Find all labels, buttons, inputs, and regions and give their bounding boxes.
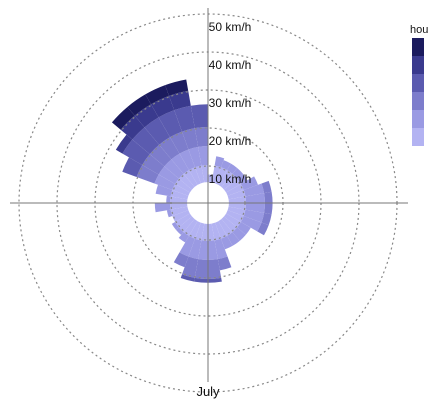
radial-tick-labels: 10 km/h 20 km/h 30 km/h 40 km/h 50 km/h <box>209 20 252 186</box>
legend-title: hou <box>410 24 428 36</box>
month-label: July <box>196 384 220 399</box>
tick-label-30: 30 km/h <box>209 96 252 110</box>
tick-label-40: 40 km/h <box>209 58 252 72</box>
legend-swatch <box>412 92 424 110</box>
legend-swatch <box>412 128 424 146</box>
tick-label-20: 20 km/h <box>209 134 252 148</box>
bar-segment <box>264 203 272 214</box>
legend-swatch <box>412 110 424 128</box>
legend-color-bar <box>412 38 424 146</box>
tick-label-10: 10 km/h <box>209 172 252 186</box>
legend-swatch <box>412 56 424 74</box>
legend-swatch <box>412 74 424 92</box>
bar-segment <box>166 196 170 203</box>
legend: hou <box>410 24 433 146</box>
tick-label-50: 50 km/h <box>209 20 252 34</box>
bar-segment <box>264 192 272 203</box>
legend-swatch <box>412 38 424 56</box>
